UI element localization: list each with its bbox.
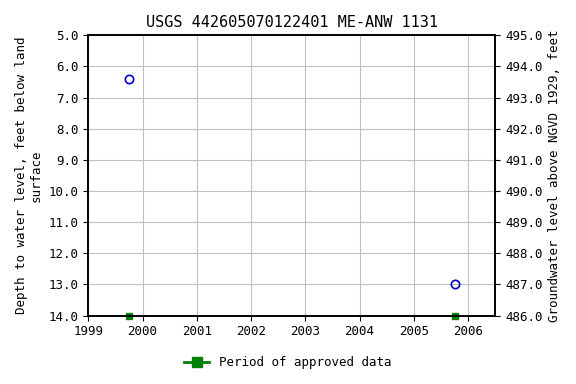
Title: USGS 442605070122401 ME-ANW 1131: USGS 442605070122401 ME-ANW 1131 [146, 15, 438, 30]
Y-axis label: Depth to water level, feet below land
surface: Depth to water level, feet below land su… [15, 37, 43, 314]
Legend: Period of approved data: Period of approved data [179, 351, 397, 374]
Y-axis label: Groundwater level above NGVD 1929, feet: Groundwater level above NGVD 1929, feet [548, 29, 561, 322]
